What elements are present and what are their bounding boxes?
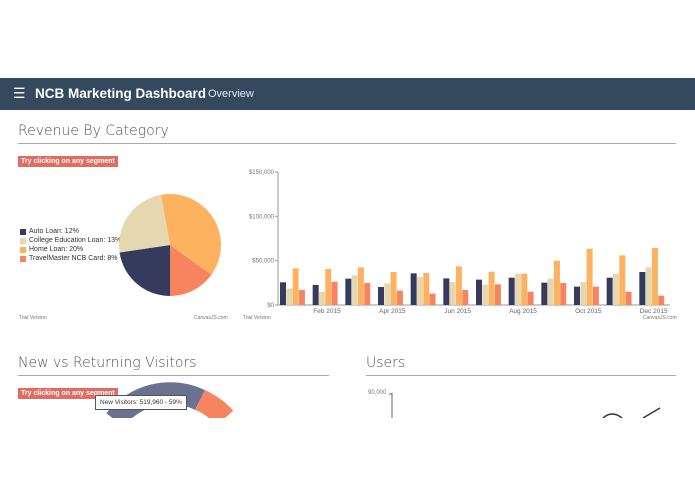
hint-badge: Try clicking on any segment — [18, 156, 118, 167]
bar[interactable] — [541, 282, 548, 305]
bar[interactable] — [560, 283, 567, 305]
pie-slice[interactable] — [119, 245, 170, 296]
x-tick-label: Feb 2015 — [313, 308, 341, 315]
bar[interactable] — [508, 277, 515, 305]
bar[interactable] — [312, 284, 319, 305]
bar[interactable] — [378, 287, 384, 305]
visitors-title: New vs Returning Visitors — [18, 355, 197, 371]
revenue-title: Revenue By Category — [18, 123, 169, 139]
divider — [18, 143, 676, 144]
x-tick-label: Aug 2015 — [509, 308, 537, 315]
bar[interactable] — [521, 273, 528, 305]
x-tick-label: Jun 2015 — [444, 308, 471, 315]
bar[interactable] — [625, 291, 632, 305]
x-tick-label: Dec 2015 — [640, 308, 668, 315]
bar[interactable] — [619, 255, 626, 305]
bar[interactable] — [580, 281, 587, 305]
x-tick-label: Apr 2015 — [379, 308, 406, 315]
donut-segment-returning[interactable] — [195, 389, 234, 418]
bar[interactable] — [345, 278, 352, 305]
top-nav-bar: ☰ NCB Marketing Dashboard Overview — [0, 78, 695, 110]
hint-badge: Try clicking on any segment — [18, 388, 118, 399]
nav-overview[interactable]: Overview — [208, 88, 254, 100]
bar[interactable] — [514, 273, 521, 305]
tooltip: New Visitors: 519,960 - 59% — [95, 395, 187, 410]
y-tick-label: $100,000 — [249, 214, 275, 220]
hamburger-icon[interactable]: ☰ — [13, 85, 26, 101]
bar[interactable] — [325, 269, 332, 305]
pie-slice[interactable] — [119, 194, 170, 253]
bar[interactable] — [357, 267, 364, 305]
users-title: Users — [366, 355, 406, 371]
bar[interactable] — [331, 281, 338, 305]
credit-label[interactable]: CanvasJS.com — [643, 315, 677, 321]
bar[interactable] — [423, 272, 430, 305]
credit-label[interactable]: CanvasJS.com — [194, 315, 228, 321]
bar[interactable] — [449, 281, 456, 305]
bar[interactable] — [639, 272, 646, 305]
users-y-tick: 90,000 — [368, 390, 387, 396]
legend-item[interactable]: Home Loan: 20% — [20, 245, 121, 254]
bar[interactable] — [364, 283, 371, 305]
bar[interactable] — [476, 279, 482, 305]
y-tick-label: $150,000 — [249, 170, 275, 176]
bar[interactable] — [482, 284, 489, 305]
pie-legend: Auto Loan: 12% College Education Loan: 1… — [20, 227, 121, 263]
bar[interactable] — [384, 283, 391, 305]
bar[interactable] — [494, 284, 501, 305]
bar[interactable] — [455, 266, 462, 305]
bar[interactable] — [612, 273, 619, 305]
bar[interactable] — [645, 267, 652, 305]
users-line[interactable] — [602, 407, 661, 418]
bar[interactable] — [286, 288, 293, 305]
bar[interactable] — [651, 247, 658, 305]
legend-item[interactable]: College Education Loan: 13% — [20, 236, 121, 245]
bar[interactable] — [292, 268, 299, 305]
trial-label: Trial Version — [19, 315, 47, 321]
y-tick-label: $50,000 — [252, 259, 274, 265]
app-title[interactable]: NCB Marketing Dashboard — [35, 86, 207, 101]
bar[interactable] — [574, 286, 580, 305]
legend-item[interactable]: Auto Loan: 12% — [20, 227, 121, 236]
trial-label: Trial Version — [243, 315, 271, 321]
y-tick-label: $0 — [267, 303, 274, 309]
bar[interactable] — [410, 273, 417, 305]
pie-slice[interactable] — [160, 194, 221, 275]
bar[interactable] — [298, 290, 305, 305]
bar[interactable] — [280, 282, 286, 305]
bar[interactable] — [606, 277, 613, 305]
bar[interactable] — [547, 278, 554, 305]
bar[interactable] — [318, 291, 325, 305]
pie-slice[interactable] — [170, 245, 212, 296]
divider — [366, 375, 676, 376]
x-tick-label: Oct 2015 — [575, 308, 602, 315]
bar[interactable] — [351, 275, 358, 305]
bar[interactable] — [527, 291, 534, 305]
bar[interactable] — [396, 290, 403, 305]
legend-item[interactable]: TravelMaster NCB Card: 8% — [20, 254, 121, 263]
bar[interactable] — [390, 272, 397, 305]
bar[interactable] — [658, 295, 665, 305]
bar[interactable] — [429, 293, 436, 305]
bar[interactable] — [592, 286, 599, 305]
bar[interactable] — [443, 278, 450, 305]
bar[interactable] — [553, 260, 560, 305]
bar[interactable] — [416, 276, 423, 305]
bar[interactable] — [488, 271, 495, 305]
bar[interactable] — [586, 248, 593, 305]
bar[interactable] — [462, 290, 469, 305]
divider — [18, 375, 329, 376]
